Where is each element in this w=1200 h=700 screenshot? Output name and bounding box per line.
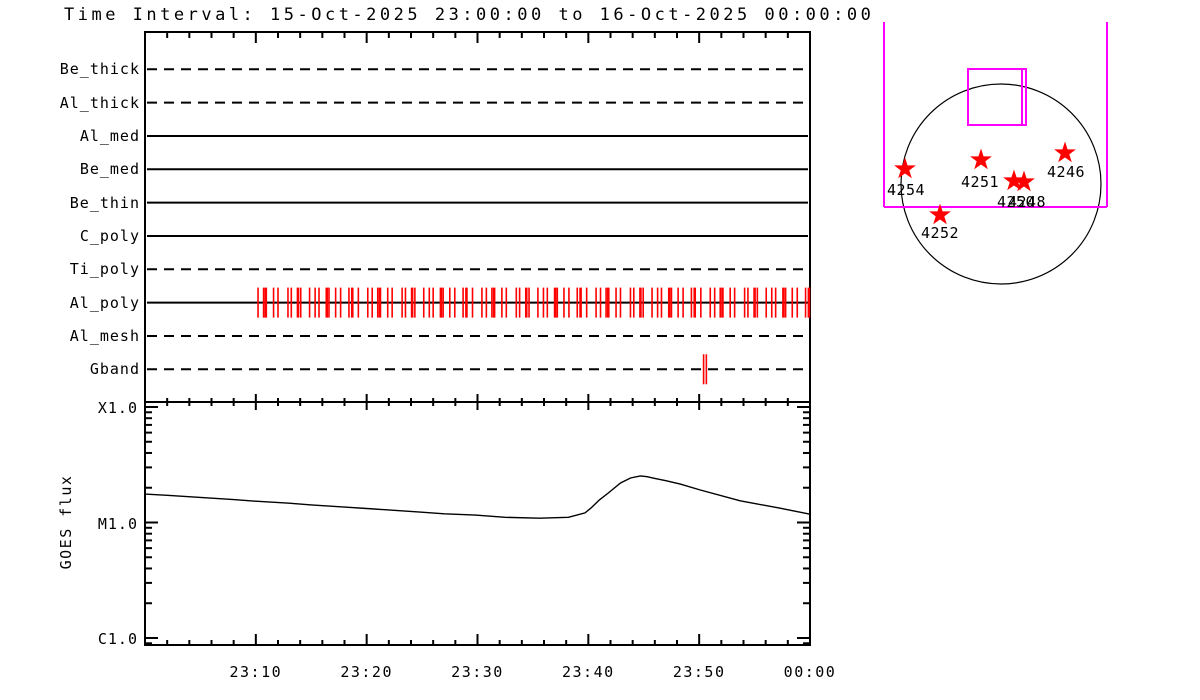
active-region-star-4254 xyxy=(894,157,916,179)
ytick-label-c1: C1.0 xyxy=(97,630,138,648)
active-region-star-4248 xyxy=(1013,170,1035,192)
active-region-star-4246 xyxy=(1054,141,1076,163)
xtick-label-2320: 23:20 xyxy=(340,663,393,681)
xtick-label-2340: 23:40 xyxy=(562,663,615,681)
goes-panel-frame xyxy=(144,401,811,646)
xtick-label-2330: 23:30 xyxy=(451,663,504,681)
active-region-label-4254: 4254 xyxy=(886,181,926,199)
active-region-star-4250 xyxy=(1003,169,1025,191)
goes-flux-curve xyxy=(144,475,811,519)
active-region-star-4251 xyxy=(970,148,992,170)
filter-row-label-be-thick: Be_thick xyxy=(59,60,140,79)
filter-row-label-al-med: Al_med xyxy=(79,126,140,145)
active-region-label-4250: 4250 xyxy=(996,193,1036,211)
filter-row-label-al-thick: Al_thick xyxy=(59,93,140,112)
filter-row-label-c-poly: C_poly xyxy=(79,226,140,245)
plot-title: Time Interval: 15-Oct-2025 23:00:00 to 1… xyxy=(64,5,875,25)
xrt-fov-box xyxy=(967,68,1027,126)
filter-row-label-al-poly: Al_poly xyxy=(69,293,140,312)
filter-row-label-be-med: Be_med xyxy=(79,160,140,179)
active-region-label-4251: 4251 xyxy=(960,173,1000,191)
ytick-label-x1: X1.0 xyxy=(97,399,138,417)
active-region-label-4248: 4248 xyxy=(1007,193,1047,211)
filter-panel-frame xyxy=(144,31,811,403)
xtick-label-2310: 23:10 xyxy=(229,663,283,681)
filter-row-label-al-mesh: Al_mesh xyxy=(69,326,140,345)
active-region-star-4252 xyxy=(929,203,951,225)
filter-row-label-ti-poly: Ti_poly xyxy=(69,260,140,279)
filter-row-label-gband: Gband xyxy=(89,360,140,379)
ytick-label-m1: M1.0 xyxy=(97,514,138,533)
solar-limb xyxy=(900,83,1102,285)
filter-row-label-be-thin: Be_thin xyxy=(69,193,140,212)
active-region-label-4252: 4252 xyxy=(920,224,960,242)
active-region-label-4246: 4246 xyxy=(1046,163,1086,181)
xtick-label-0000: 00:00 xyxy=(783,663,837,681)
xtick-label-2350: 23:50 xyxy=(672,663,726,681)
